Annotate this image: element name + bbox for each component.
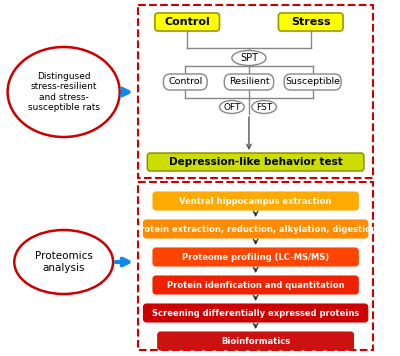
Text: Control: Control bbox=[164, 17, 210, 27]
FancyBboxPatch shape bbox=[144, 220, 368, 238]
FancyBboxPatch shape bbox=[164, 74, 207, 90]
FancyBboxPatch shape bbox=[284, 74, 341, 90]
Bar bbox=[138, 182, 374, 350]
FancyBboxPatch shape bbox=[144, 304, 368, 322]
Text: Bioinformatics: Bioinformatics bbox=[221, 336, 290, 346]
Text: Proteome profiling (LC-MS/MS): Proteome profiling (LC-MS/MS) bbox=[182, 252, 329, 262]
Ellipse shape bbox=[232, 51, 266, 66]
Text: Distingused
stress-resilient
and stress-
susceptible rats: Distingused stress-resilient and stress-… bbox=[28, 72, 100, 112]
FancyBboxPatch shape bbox=[224, 74, 274, 90]
Ellipse shape bbox=[8, 47, 120, 137]
FancyBboxPatch shape bbox=[278, 13, 343, 31]
Text: Screening differentially expressed proteins: Screening differentially expressed prote… bbox=[152, 309, 359, 318]
Text: Protein idenfication and quantitation: Protein idenfication and quantitation bbox=[167, 281, 344, 289]
Bar bbox=[138, 5, 374, 178]
Text: Depression-like behavior test: Depression-like behavior test bbox=[169, 157, 342, 167]
Text: Protein extraction, reduction, alkylation, digestion: Protein extraction, reduction, alkylatio… bbox=[134, 225, 377, 234]
Text: Control: Control bbox=[168, 78, 202, 87]
FancyBboxPatch shape bbox=[153, 276, 358, 294]
Text: Resilient: Resilient bbox=[229, 78, 269, 87]
Ellipse shape bbox=[252, 100, 276, 114]
Text: OFT: OFT bbox=[223, 103, 240, 111]
FancyBboxPatch shape bbox=[153, 192, 358, 210]
Text: Ventral hippocampus extraction: Ventral hippocampus extraction bbox=[180, 197, 332, 205]
Text: SPT: SPT bbox=[240, 53, 258, 63]
Text: FST: FST bbox=[256, 103, 272, 111]
Text: Susceptible: Susceptible bbox=[285, 78, 340, 87]
FancyBboxPatch shape bbox=[153, 248, 358, 266]
Text: Proteomics
analysis: Proteomics analysis bbox=[35, 251, 93, 273]
FancyBboxPatch shape bbox=[158, 332, 354, 350]
FancyBboxPatch shape bbox=[155, 13, 220, 31]
Text: Stress: Stress bbox=[291, 17, 330, 27]
FancyBboxPatch shape bbox=[147, 153, 364, 171]
Ellipse shape bbox=[220, 100, 244, 114]
Ellipse shape bbox=[14, 230, 113, 294]
